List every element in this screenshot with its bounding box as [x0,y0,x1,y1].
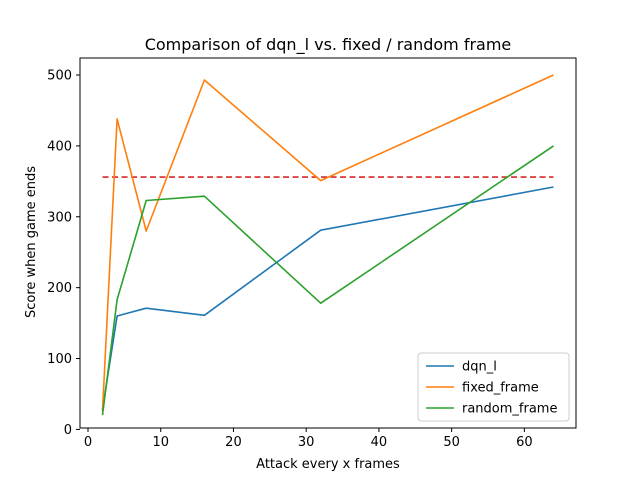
y-tick-label: 300 [47,210,72,225]
chart-title: Comparison of dqn_l vs. fixed / random f… [145,35,512,55]
y-tick-label: 500 [47,69,72,84]
series-line-fixed_frame [101,74,554,412]
x-tick-label: 60 [516,435,533,450]
series-line-dqn_l [101,186,554,410]
x-axis-label: Attack every x frames [256,457,400,472]
y-axis-label: Score when game ends [24,166,39,318]
y-tick-label: 100 [47,352,72,367]
y-tick-label: 0 [64,423,72,438]
x-tick-label: 0 [84,435,92,450]
legend-label: random_frame [462,402,557,417]
plot-area [101,74,554,416]
y-tick-label: 200 [47,281,72,296]
x-tick-label: 20 [225,435,242,450]
legend-box [417,352,570,422]
x-tick-label: 10 [152,435,169,450]
y-tick-label: 400 [47,139,72,154]
x-tick-label: 50 [443,435,460,450]
legend: dqn_l fixed_frame random_frame [417,352,570,422]
x-tick-label: 30 [298,435,315,450]
series-line-random_frame [101,145,554,416]
axis-ticks: 0 10 20 30 40 50 60 0 100 200 300 400 500 [47,69,532,450]
legend-label: dqn_l [462,360,497,375]
axes-frame [79,57,577,429]
x-tick-label: 40 [371,435,388,450]
legend-label: fixed_frame [462,381,539,396]
